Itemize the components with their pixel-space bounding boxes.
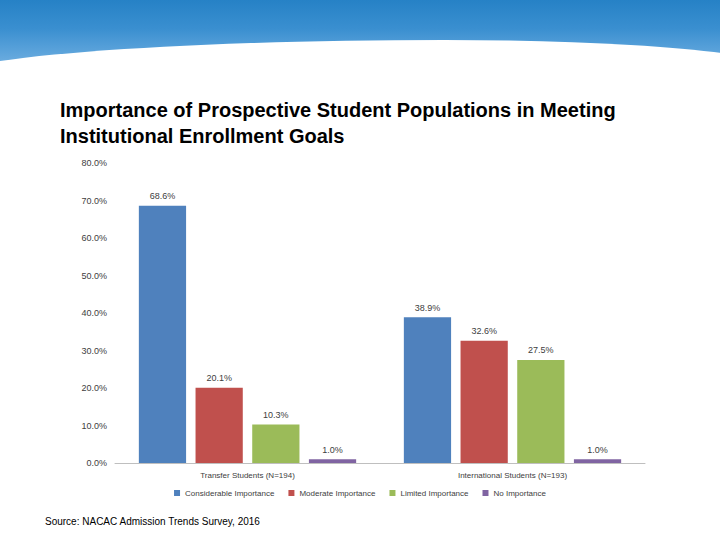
svg-text:32.6%: 32.6% — [471, 326, 497, 336]
svg-text:30.0%: 30.0% — [81, 346, 107, 356]
svg-text:Source: NACAC Admission Trends: Source: NACAC Admission Trends Survey, 2… — [45, 516, 260, 527]
svg-text:Transfer Students (N=194): Transfer Students (N=194) — [200, 471, 295, 480]
svg-text:1.0%: 1.0% — [322, 445, 343, 455]
svg-text:40.0%: 40.0% — [81, 308, 107, 318]
svg-text:50.0%: 50.0% — [81, 271, 107, 281]
svg-text:Considerable Importance: Considerable Importance — [185, 489, 275, 498]
svg-text:68.6%: 68.6% — [150, 191, 176, 201]
svg-text:Importance of Prospective Stud: Importance of Prospective Student Popula… — [60, 99, 621, 121]
svg-text:10.0%: 10.0% — [81, 421, 107, 431]
svg-text:27.5%: 27.5% — [528, 345, 554, 355]
svg-text:10.3%: 10.3% — [263, 410, 289, 420]
svg-text:80.0%: 80.0% — [81, 158, 107, 168]
svg-text:38.9%: 38.9% — [415, 303, 441, 313]
svg-text:Limited Importance: Limited Importance — [400, 489, 469, 498]
svg-text:70.0%: 70.0% — [81, 196, 107, 206]
svg-text:1.0%: 1.0% — [587, 445, 608, 455]
svg-text:No Importance: No Importance — [493, 489, 546, 498]
svg-text:Moderate Importance: Moderate Importance — [299, 489, 376, 498]
svg-text:20.0%: 20.0% — [81, 383, 107, 393]
svg-text:International Students (N=193): International Students (N=193) — [458, 471, 568, 480]
svg-text:Institutional Enrollment Goals: Institutional Enrollment Goals — [60, 125, 344, 147]
svg-text:0.0%: 0.0% — [86, 458, 107, 468]
svg-text:60.0%: 60.0% — [81, 233, 107, 243]
svg-text:20.1%: 20.1% — [206, 373, 232, 383]
